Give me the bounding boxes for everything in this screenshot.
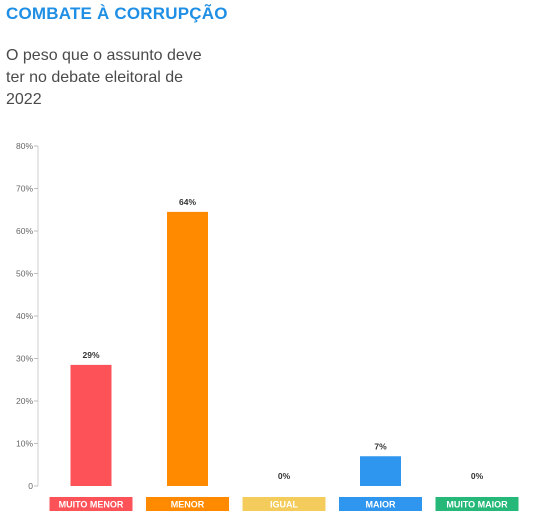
category-label-box <box>146 497 229 511</box>
data-label: 7% <box>374 441 387 451</box>
category-label: IGUAL <box>270 500 299 510</box>
category-label: MAIOR <box>366 500 396 510</box>
category-label: MUITO MENOR <box>59 500 124 510</box>
category-label: MUITO MAIOR <box>446 500 508 510</box>
chart-title: COMBATE À CORRUPÇÃO <box>6 4 228 23</box>
y-tick-label: 60% <box>16 226 33 236</box>
category-label-box <box>339 497 422 511</box>
bar <box>360 456 401 486</box>
y-tick-label: 20% <box>16 396 33 406</box>
data-label: 0% <box>278 471 291 481</box>
y-tick-label: 0 <box>28 481 33 491</box>
data-label: 29% <box>82 350 99 360</box>
category-label-box <box>435 497 519 511</box>
data-label: 64% <box>179 197 196 207</box>
y-tick-label: 80% <box>16 141 33 151</box>
category-label-box <box>49 497 133 511</box>
y-tick-label: 10% <box>16 439 33 449</box>
chart-subtitle: O peso que o assunto deve ter no debate … <box>6 47 202 108</box>
y-tick-label: 50% <box>16 269 33 279</box>
category-label-box <box>242 497 326 511</box>
y-tick-label: 30% <box>16 354 33 364</box>
category-label: MENOR <box>171 500 205 510</box>
data-label: 0% <box>471 471 484 481</box>
bar <box>70 364 112 486</box>
y-tick-label: 70% <box>16 184 33 194</box>
y-tick-label: 40% <box>16 311 33 321</box>
bar <box>167 211 208 486</box>
